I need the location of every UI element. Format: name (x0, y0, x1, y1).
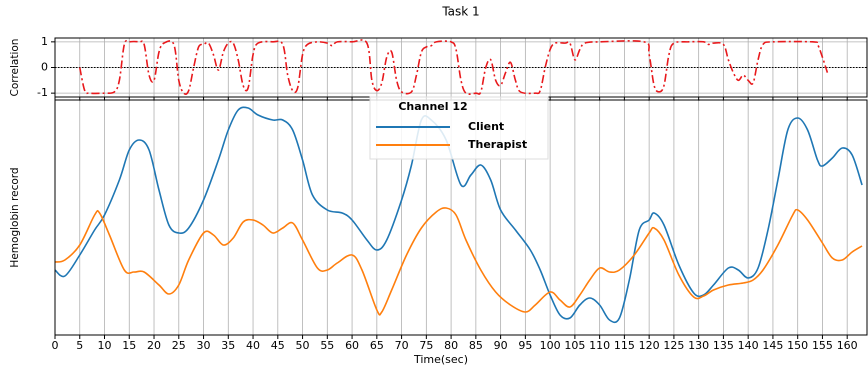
x-tick-label: 125 (663, 339, 684, 352)
y-axis-label: Correlation (9, 39, 21, 97)
x-tick-label: 160 (837, 339, 858, 352)
x-tick-label: 105 (564, 339, 585, 352)
x-tick-label: 25 (172, 339, 186, 352)
x-tick-label: 145 (762, 339, 783, 352)
x-tick-label: 150 (787, 339, 808, 352)
y-tick-label: 1 (41, 35, 48, 48)
x-tick-label: 40 (246, 339, 260, 352)
x-tick-label: 140 (738, 339, 759, 352)
legend-label: Therapist (468, 138, 527, 151)
x-tick-label: 20 (147, 339, 161, 352)
x-tick-label: 115 (614, 339, 635, 352)
x-tick-label: 85 (469, 339, 483, 352)
x-tick-label: 90 (494, 339, 508, 352)
x-tick-label: 80 (444, 339, 458, 352)
x-axis-label: Time(sec) (413, 353, 468, 366)
x-tick-label: 75 (419, 339, 433, 352)
x-tick-label: 130 (688, 339, 709, 352)
data-line (78, 39, 829, 96)
x-tick-label: 30 (197, 339, 211, 352)
x-tick-label: 50 (296, 339, 310, 352)
x-tick-label: 15 (122, 339, 136, 352)
x-tick-label: 10 (98, 339, 112, 352)
x-tick-label: 95 (518, 339, 532, 352)
x-tick-label: 45 (271, 339, 285, 352)
x-tick-label: 110 (589, 339, 610, 352)
y-axis-label: Hemoglobin record (9, 167, 21, 267)
x-tick-label: 65 (370, 339, 384, 352)
x-tick-label: 35 (221, 339, 235, 352)
x-tick-label: 100 (540, 339, 561, 352)
x-tick-label: 155 (812, 339, 833, 352)
x-tick-label: 120 (639, 339, 660, 352)
data-line (54, 106, 863, 324)
x-tick-label: 70 (395, 339, 409, 352)
legend-title: Channel 12 (398, 100, 467, 113)
x-tick-label: 60 (345, 339, 359, 352)
chart-title: Task 1 (441, 5, 479, 19)
x-tick-label: 135 (713, 339, 734, 352)
y-tick-label: -1 (37, 86, 48, 99)
legend-label: Client (468, 120, 504, 133)
data-line (54, 207, 863, 316)
y-tick-label: 0 (41, 61, 48, 74)
x-tick-label: 0 (52, 339, 59, 352)
x-tick-label: 55 (320, 339, 334, 352)
x-tick-label: 5 (76, 339, 83, 352)
